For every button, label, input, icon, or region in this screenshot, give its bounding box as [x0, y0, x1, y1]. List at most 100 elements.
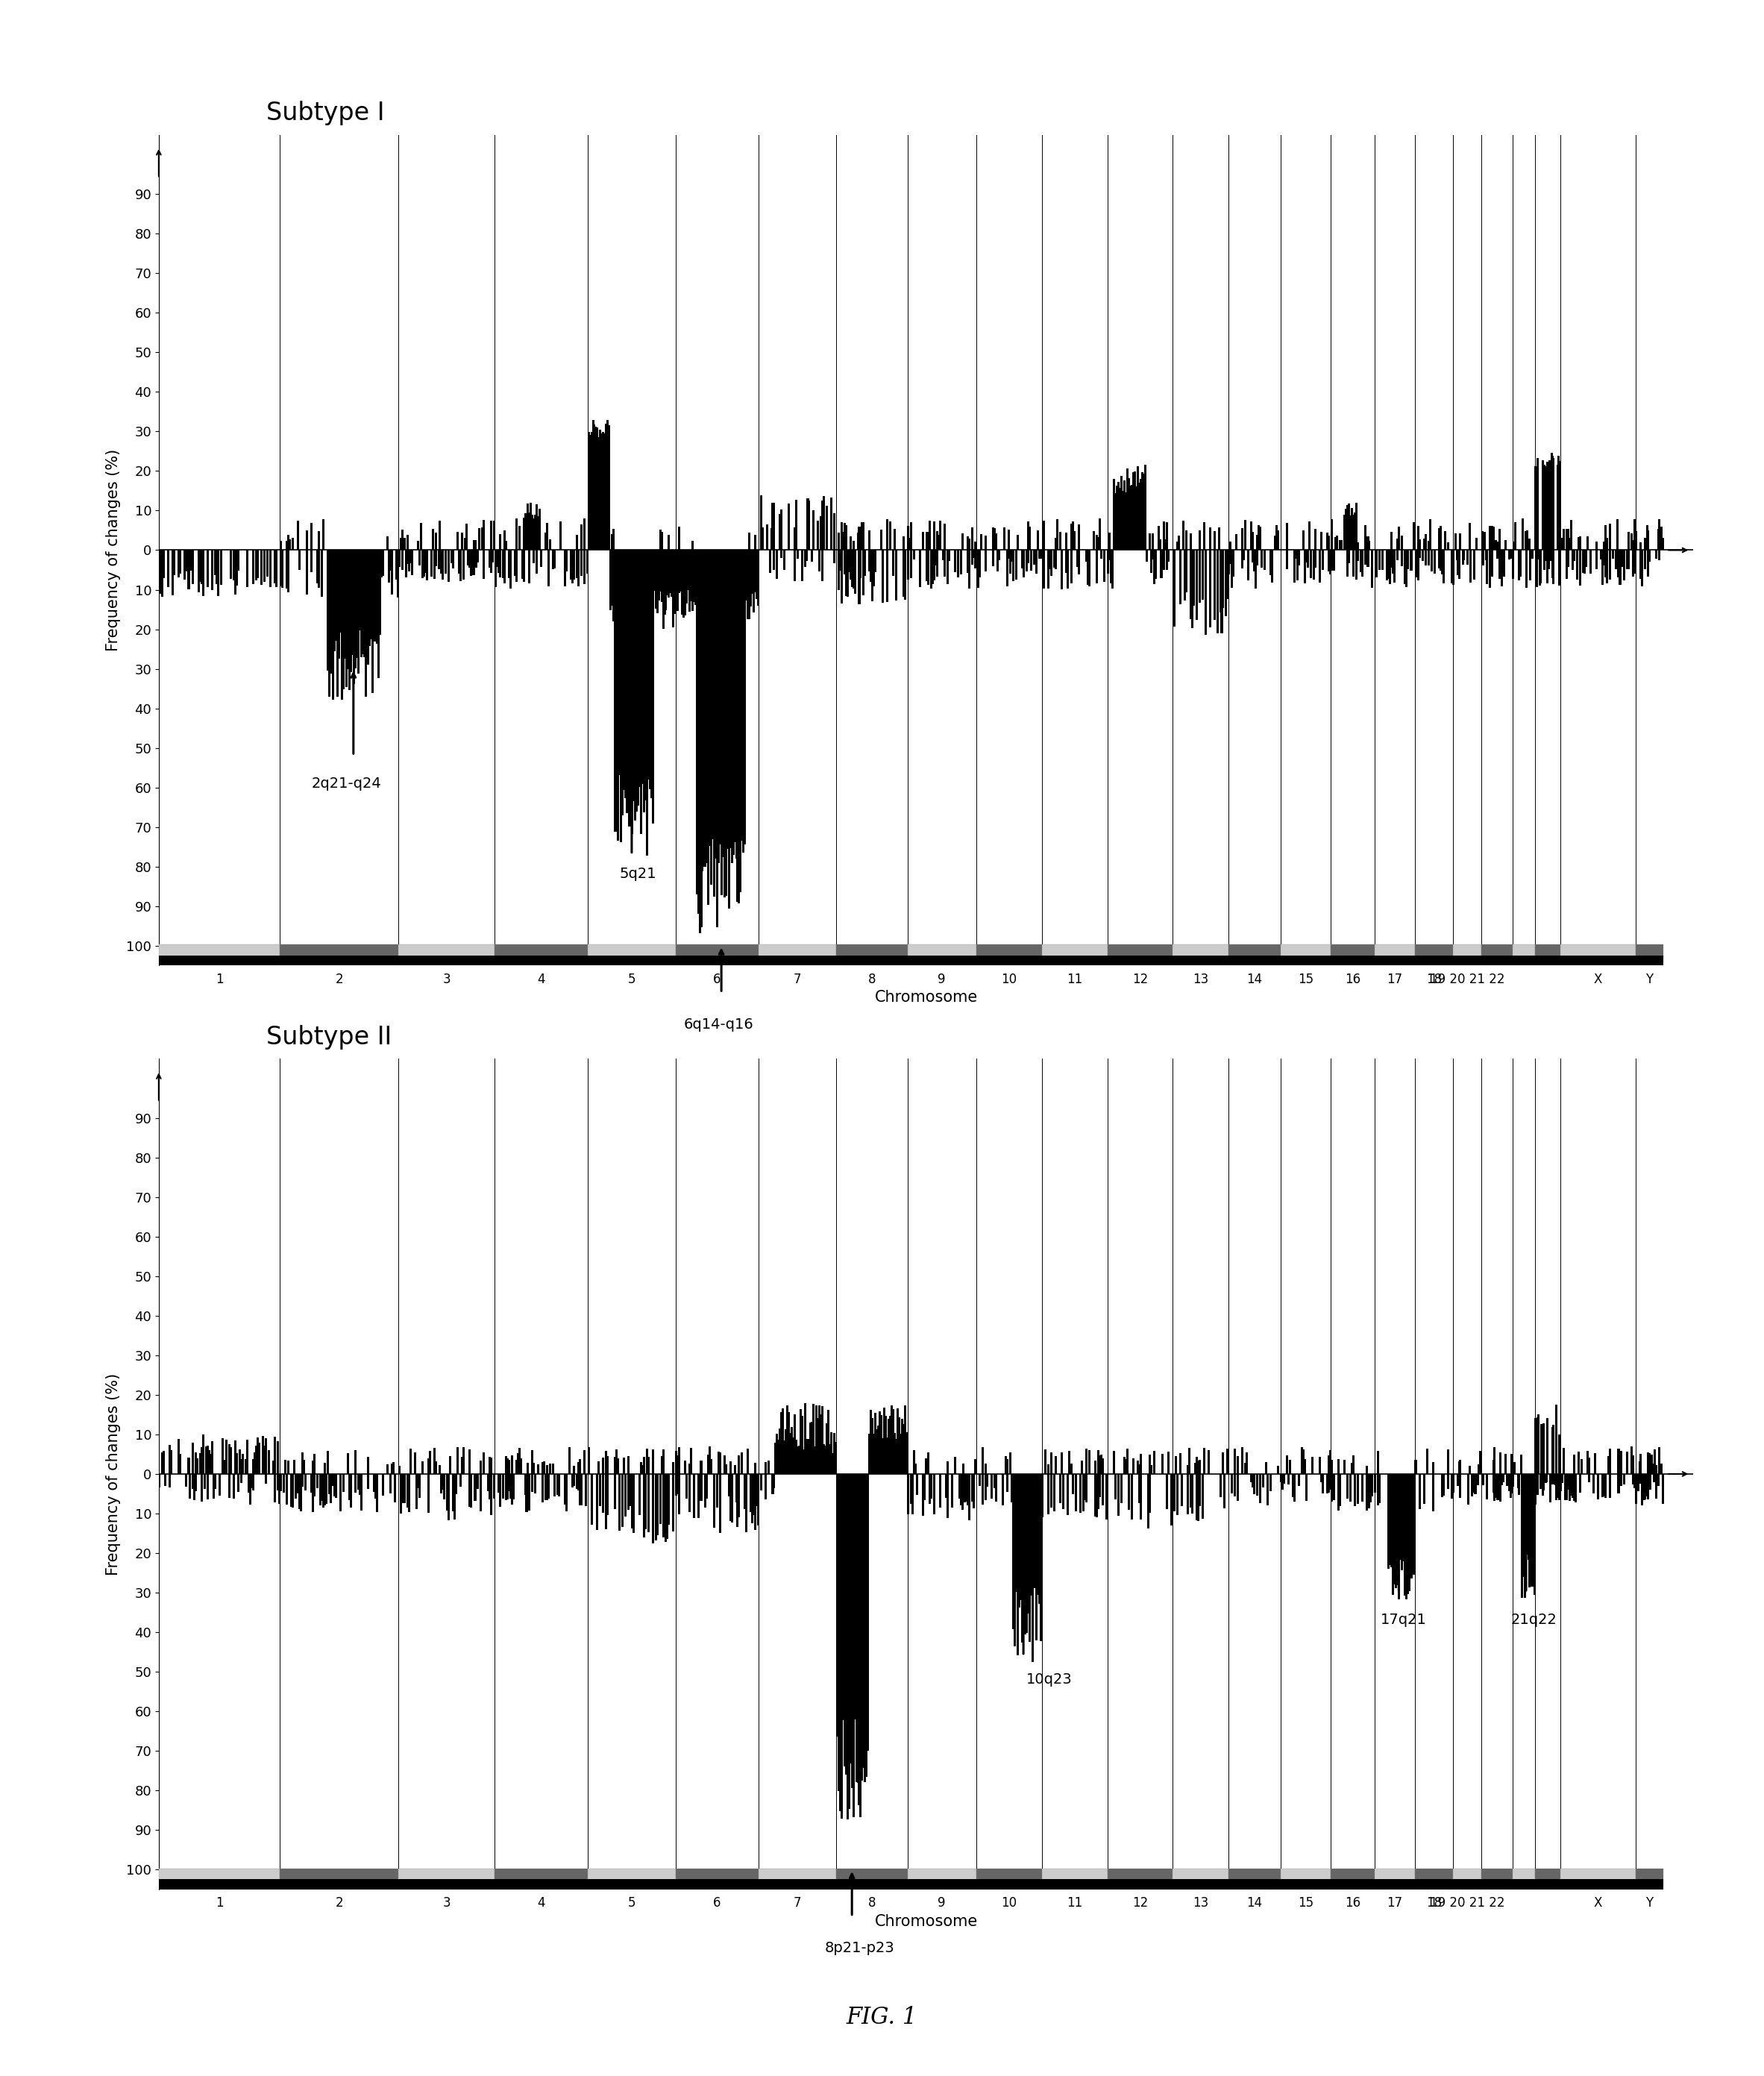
Bar	[769, 550, 771, 573]
Bar	[1559, 945, 1635, 963]
Bar	[1065, 550, 1069, 588]
Bar	[1304, 550, 1305, 583]
Bar	[1007, 1474, 1009, 1493]
Bar	[981, 1474, 984, 1505]
Bar	[725, 550, 727, 897]
Bar	[483, 519, 485, 550]
Bar	[1159, 540, 1161, 550]
Bar	[720, 550, 723, 895]
Bar	[1177, 542, 1178, 550]
Bar	[1053, 1474, 1055, 1511]
Bar	[1501, 550, 1503, 588]
Bar	[1060, 550, 1062, 590]
Bar	[1508, 1474, 1510, 1491]
Bar	[720, 1474, 721, 1534]
Bar	[1454, 945, 1482, 963]
Bar	[1506, 1474, 1508, 1486]
Bar	[1173, 945, 1228, 963]
Bar	[991, 527, 993, 550]
Bar	[1095, 1474, 1097, 1518]
Bar	[596, 428, 598, 550]
Bar	[688, 1474, 690, 1511]
Bar	[1191, 550, 1194, 629]
Bar	[1533, 1474, 1536, 1594]
Bar	[383, 550, 385, 575]
Bar	[1291, 1474, 1295, 1497]
Bar	[1198, 550, 1201, 602]
Bar	[457, 1447, 459, 1474]
Bar	[1339, 540, 1341, 550]
Bar	[1327, 1474, 1328, 1493]
Bar	[400, 529, 404, 550]
Bar	[1475, 1474, 1476, 1495]
Bar	[1062, 1474, 1064, 1509]
Bar	[534, 515, 536, 550]
Text: 6q14-q16: 6q14-q16	[684, 1017, 753, 1032]
Bar	[1365, 1474, 1367, 1511]
Bar	[1607, 1455, 1609, 1474]
Bar	[355, 550, 356, 668]
Bar	[729, 1474, 732, 1522]
Bar	[1401, 550, 1404, 567]
Bar	[332, 1474, 333, 1486]
Bar	[677, 1447, 681, 1474]
Bar	[1540, 1474, 1542, 1488]
Bar	[737, 1474, 741, 1518]
Bar	[1552, 459, 1554, 550]
Bar	[1471, 1474, 1473, 1497]
Bar	[441, 1474, 445, 1488]
Bar	[1415, 1868, 1454, 1887]
Bar	[1027, 550, 1028, 563]
Bar	[288, 1462, 289, 1474]
Bar	[1434, 550, 1436, 573]
Bar	[268, 1451, 270, 1474]
Bar	[318, 550, 319, 588]
Bar	[1231, 1474, 1233, 1495]
Bar	[346, 550, 348, 687]
Bar	[859, 1474, 863, 1816]
Bar	[1443, 1474, 1445, 1497]
Bar	[1196, 1474, 1198, 1520]
Bar	[178, 550, 180, 577]
Bar	[503, 550, 506, 583]
Bar	[794, 1414, 796, 1474]
Bar	[291, 538, 293, 550]
Bar	[432, 529, 434, 550]
Bar	[942, 550, 944, 561]
Bar	[1399, 1474, 1402, 1559]
Bar	[746, 550, 750, 619]
Bar	[610, 550, 614, 606]
Bar	[1224, 550, 1228, 617]
Bar	[1616, 519, 1618, 550]
Bar	[921, 531, 924, 550]
Bar	[1499, 1474, 1501, 1501]
Bar	[960, 550, 961, 575]
Bar	[1378, 1474, 1379, 1505]
Bar	[808, 500, 810, 550]
Bar	[236, 550, 238, 585]
Bar	[706, 550, 707, 864]
Bar	[501, 1474, 505, 1499]
Bar	[757, 550, 759, 606]
Bar	[1189, 1449, 1191, 1474]
Text: 8p21-p23: 8p21-p23	[826, 1941, 894, 1956]
Bar	[1328, 1449, 1332, 1474]
Bar	[1628, 531, 1630, 550]
Bar	[1235, 534, 1238, 550]
Bar	[1099, 519, 1101, 550]
Bar	[1129, 486, 1131, 550]
Bar	[1138, 1466, 1140, 1474]
Bar	[462, 1447, 464, 1474]
Bar	[646, 1449, 647, 1474]
Bar	[907, 1474, 908, 1513]
Bar	[965, 1474, 968, 1501]
Bar	[774, 1443, 776, 1474]
Bar	[1462, 550, 1464, 561]
Bar	[878, 1412, 882, 1474]
Bar	[505, 540, 506, 550]
Bar	[240, 1459, 242, 1474]
Bar	[626, 1474, 630, 1509]
Bar	[928, 1451, 930, 1474]
Bar	[254, 550, 258, 581]
Bar	[469, 1474, 471, 1507]
